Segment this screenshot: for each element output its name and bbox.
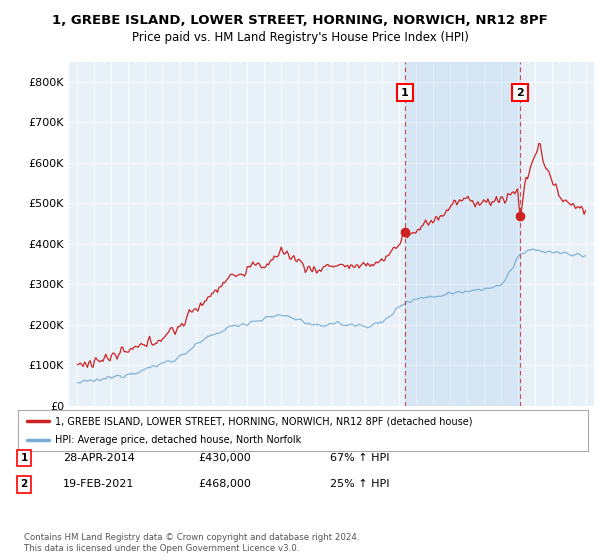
Bar — [405, 62, 520, 406]
Text: 2: 2 — [20, 479, 28, 489]
Text: 19-FEB-2021: 19-FEB-2021 — [63, 479, 134, 489]
Text: 1, GREBE ISLAND, LOWER STREET, HORNING, NORWICH, NR12 8PF (detached house): 1, GREBE ISLAND, LOWER STREET, HORNING, … — [55, 417, 473, 426]
Text: 28-APR-2014: 28-APR-2014 — [63, 453, 135, 463]
Text: 25% ↑ HPI: 25% ↑ HPI — [330, 479, 389, 489]
Text: 67% ↑ HPI: 67% ↑ HPI — [330, 453, 389, 463]
Text: 1: 1 — [401, 87, 409, 97]
Text: 1, GREBE ISLAND, LOWER STREET, HORNING, NORWICH, NR12 8PF: 1, GREBE ISLAND, LOWER STREET, HORNING, … — [52, 14, 548, 27]
Text: HPI: Average price, detached house, North Norfolk: HPI: Average price, detached house, Nort… — [55, 435, 301, 445]
Text: £430,000: £430,000 — [198, 453, 251, 463]
Text: £468,000: £468,000 — [198, 479, 251, 489]
Text: Price paid vs. HM Land Registry's House Price Index (HPI): Price paid vs. HM Land Registry's House … — [131, 31, 469, 44]
Text: 2: 2 — [516, 87, 524, 97]
Text: 1: 1 — [20, 453, 28, 463]
Text: Contains HM Land Registry data © Crown copyright and database right 2024.
This d: Contains HM Land Registry data © Crown c… — [24, 533, 359, 553]
